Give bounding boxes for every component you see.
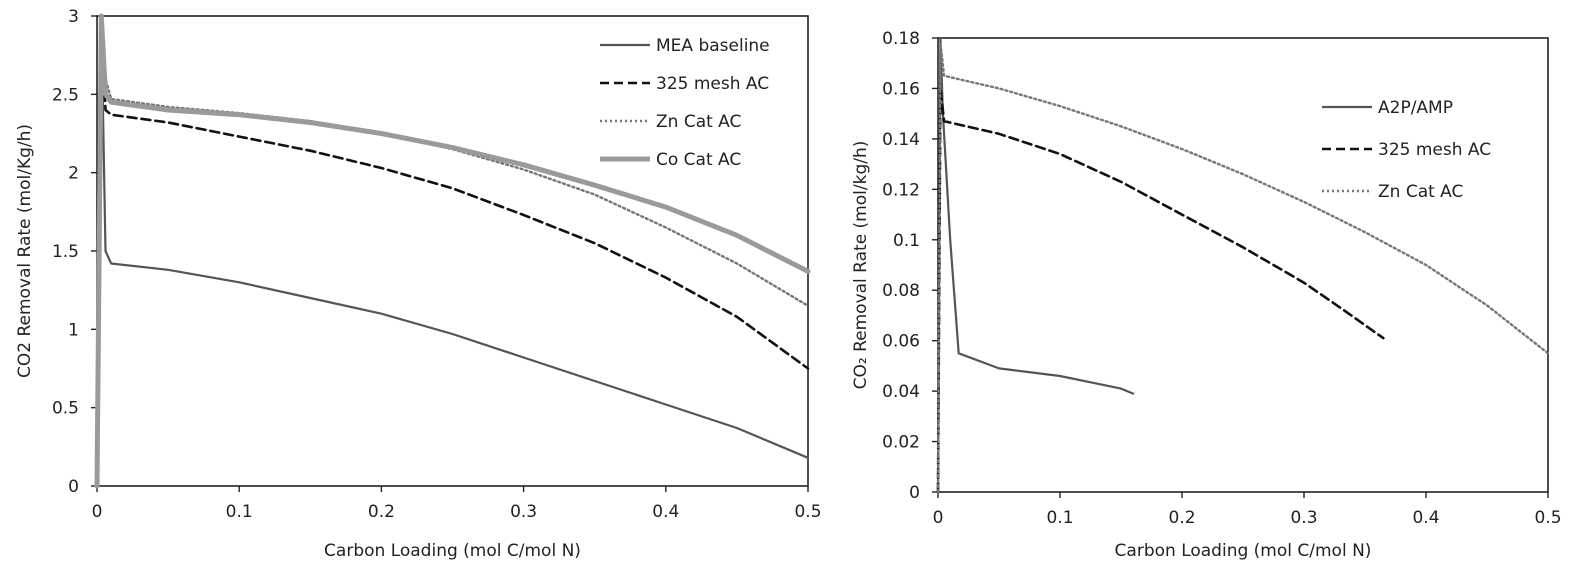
y-tick-label: 1.5 xyxy=(52,242,79,262)
y-tick-label: 0 xyxy=(909,483,920,503)
x-axis-title: Carbon Loading (mol C/mol N) xyxy=(1115,541,1372,561)
y-tick-label: 0.1 xyxy=(893,231,920,251)
y-tick-label: 0 xyxy=(68,477,79,497)
legend-label: MEA baseline xyxy=(656,36,770,56)
x-tick-label: 0.4 xyxy=(652,502,679,522)
y-tick-label: 0.06 xyxy=(882,332,920,352)
x-tick-label: 0 xyxy=(933,508,944,528)
series-line-zn-cat-ac xyxy=(936,41,1550,494)
y-axis-title: CO2 Removal Rate (mol/Kg/h) xyxy=(15,124,35,378)
y-tick-label: 0.18 xyxy=(882,29,920,49)
y-tick-label: 3 xyxy=(68,7,79,27)
x-tick-label: 0.2 xyxy=(368,502,395,522)
legend-label: Zn Cat AC xyxy=(656,112,741,132)
x-tick-label: 0 xyxy=(92,502,103,522)
y-tick-label: 0.16 xyxy=(882,79,920,99)
y-tick-label: 0.5 xyxy=(52,399,79,419)
plot-frame xyxy=(937,37,1549,493)
x-tick-label: 0.5 xyxy=(794,502,821,522)
y-tick-label: 0.02 xyxy=(882,433,920,453)
legend-label: Co Cat AC xyxy=(656,150,741,170)
x-tick-label: 0.5 xyxy=(1534,508,1561,528)
legend-label: 325 mesh AC xyxy=(1378,140,1491,160)
x-axis-title: Carbon Loading (mol C/mol N) xyxy=(324,541,581,561)
y-tick-label: 0.14 xyxy=(882,130,920,150)
legend-label: 325 mesh AC xyxy=(656,74,769,94)
x-tick-label: 0.3 xyxy=(1290,508,1317,528)
x-tick-label: 0.1 xyxy=(226,502,253,522)
series-line-325-mesh-ac xyxy=(936,87,1385,494)
x-tick-label: 0.2 xyxy=(1168,508,1195,528)
x-tick-label: 0.1 xyxy=(1046,508,1073,528)
right-chart: 0 0.1 0.2 0.3 0.4 0.5 0 0.02 0.04 0.06 0.08 0.1 0.12… xyxy=(851,29,1562,561)
legend-label: A2P/AMP xyxy=(1378,98,1453,118)
y-tick-label: 0.12 xyxy=(882,180,920,200)
x-tick-label: 0.3 xyxy=(510,502,537,522)
y-tick-label: 0.08 xyxy=(882,281,920,301)
x-tick-label: 0.4 xyxy=(1412,508,1439,528)
left-chart: 0 0.1 0.2 0.3 0.4 0.5 0 0.5 1 1.5 2 2.5 3 Carbon Load… xyxy=(15,7,822,561)
series-line-a2p-amp xyxy=(936,36,1135,494)
y-tick-label: 2.5 xyxy=(52,85,79,105)
y-tick-label: 2 xyxy=(68,164,79,184)
series-line-co-cat-ac xyxy=(94,13,811,489)
y-tick-label: 1 xyxy=(68,320,79,340)
y-tick-label: 0.04 xyxy=(882,382,920,402)
series-line-325-mesh-ac xyxy=(95,14,810,488)
series-line-mea-baseline xyxy=(95,14,810,488)
y-axis-title: CO₂ Removal Rate (mol/kg/h) xyxy=(851,141,871,390)
legend-label: Zn Cat AC xyxy=(1378,182,1463,202)
